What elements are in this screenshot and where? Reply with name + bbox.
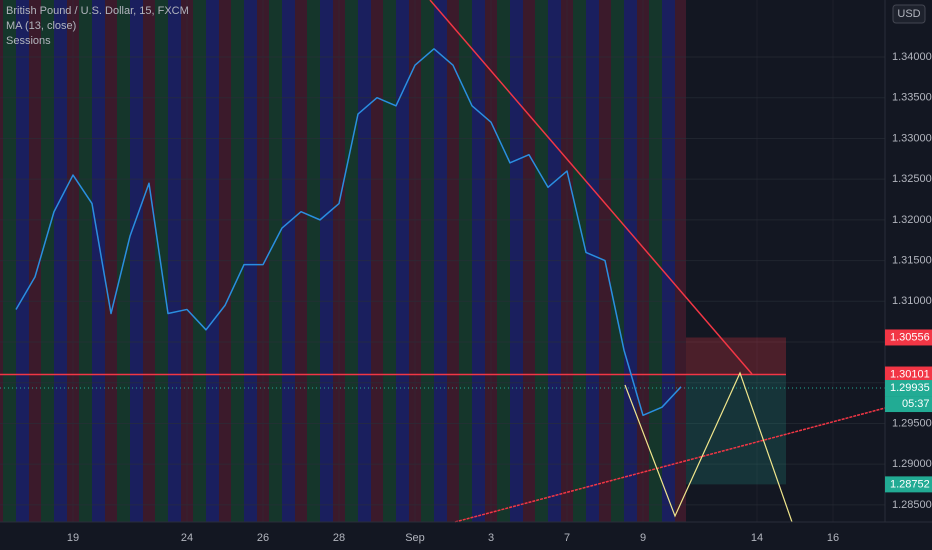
y-tick-label: 1.31500 [892, 254, 932, 266]
price-line [15, 48, 682, 417]
pattern-drawing [624, 371, 793, 523]
y-tick-label: 1.29500 [892, 417, 932, 429]
price-badge [885, 366, 932, 383]
price-badge-label: 1.28752 [890, 478, 930, 490]
price-badge-label: 1.30556 [890, 331, 930, 343]
x-tick-label: 9 [640, 532, 646, 544]
currency-button[interactable] [892, 4, 926, 24]
x-tick-label: 16 [827, 532, 839, 544]
symbol-title: British Pound / U.S. Dollar, 15, FXCM [6, 5, 189, 17]
x-tick-label: 28 [333, 532, 345, 544]
x-tick-label: 24 [181, 532, 193, 544]
price-badge [885, 380, 932, 397]
price-badge-label: 1.30101 [890, 368, 930, 380]
y-tick-label: 1.28500 [892, 499, 932, 511]
price-badge [885, 329, 932, 346]
price-badge [885, 476, 932, 493]
currency[interactable]: USD [897, 8, 920, 20]
x-tick-label: 3 [488, 532, 494, 544]
legend: British Pound / U.S. Dollar, 15, FXCM MA… [6, 4, 189, 49]
y-tick-label: 1.34000 [892, 51, 932, 63]
target-zone [686, 374, 786, 485]
x-tick-label: 7 [564, 532, 570, 544]
x-tick-label: Sep [405, 532, 425, 544]
x-tick-label: 14 [751, 532, 763, 544]
x-tick-label: 19 [67, 532, 79, 544]
y-tick-label: 1.32500 [892, 173, 932, 185]
indicator[interactable]: MA (13, close) [6, 20, 77, 32]
indicator[interactable]: Sessions [6, 35, 51, 47]
y-tick-label: 1.33000 [892, 132, 932, 144]
y-tick-label: 1.29000 [892, 458, 932, 470]
countdown-badge [885, 396, 932, 413]
price-axis [885, 0, 932, 522]
x-tick-label: 26 [257, 532, 269, 544]
y-tick-label: 1.31000 [892, 295, 932, 307]
trendline [429, 0, 753, 375]
y-tick-label: 1.32000 [892, 214, 932, 226]
price-badge-label: 1.29935 [890, 382, 930, 394]
countdown: 05:37 [902, 398, 930, 410]
y-tick-label: 1.33500 [892, 92, 932, 104]
trendline [454, 407, 886, 523]
